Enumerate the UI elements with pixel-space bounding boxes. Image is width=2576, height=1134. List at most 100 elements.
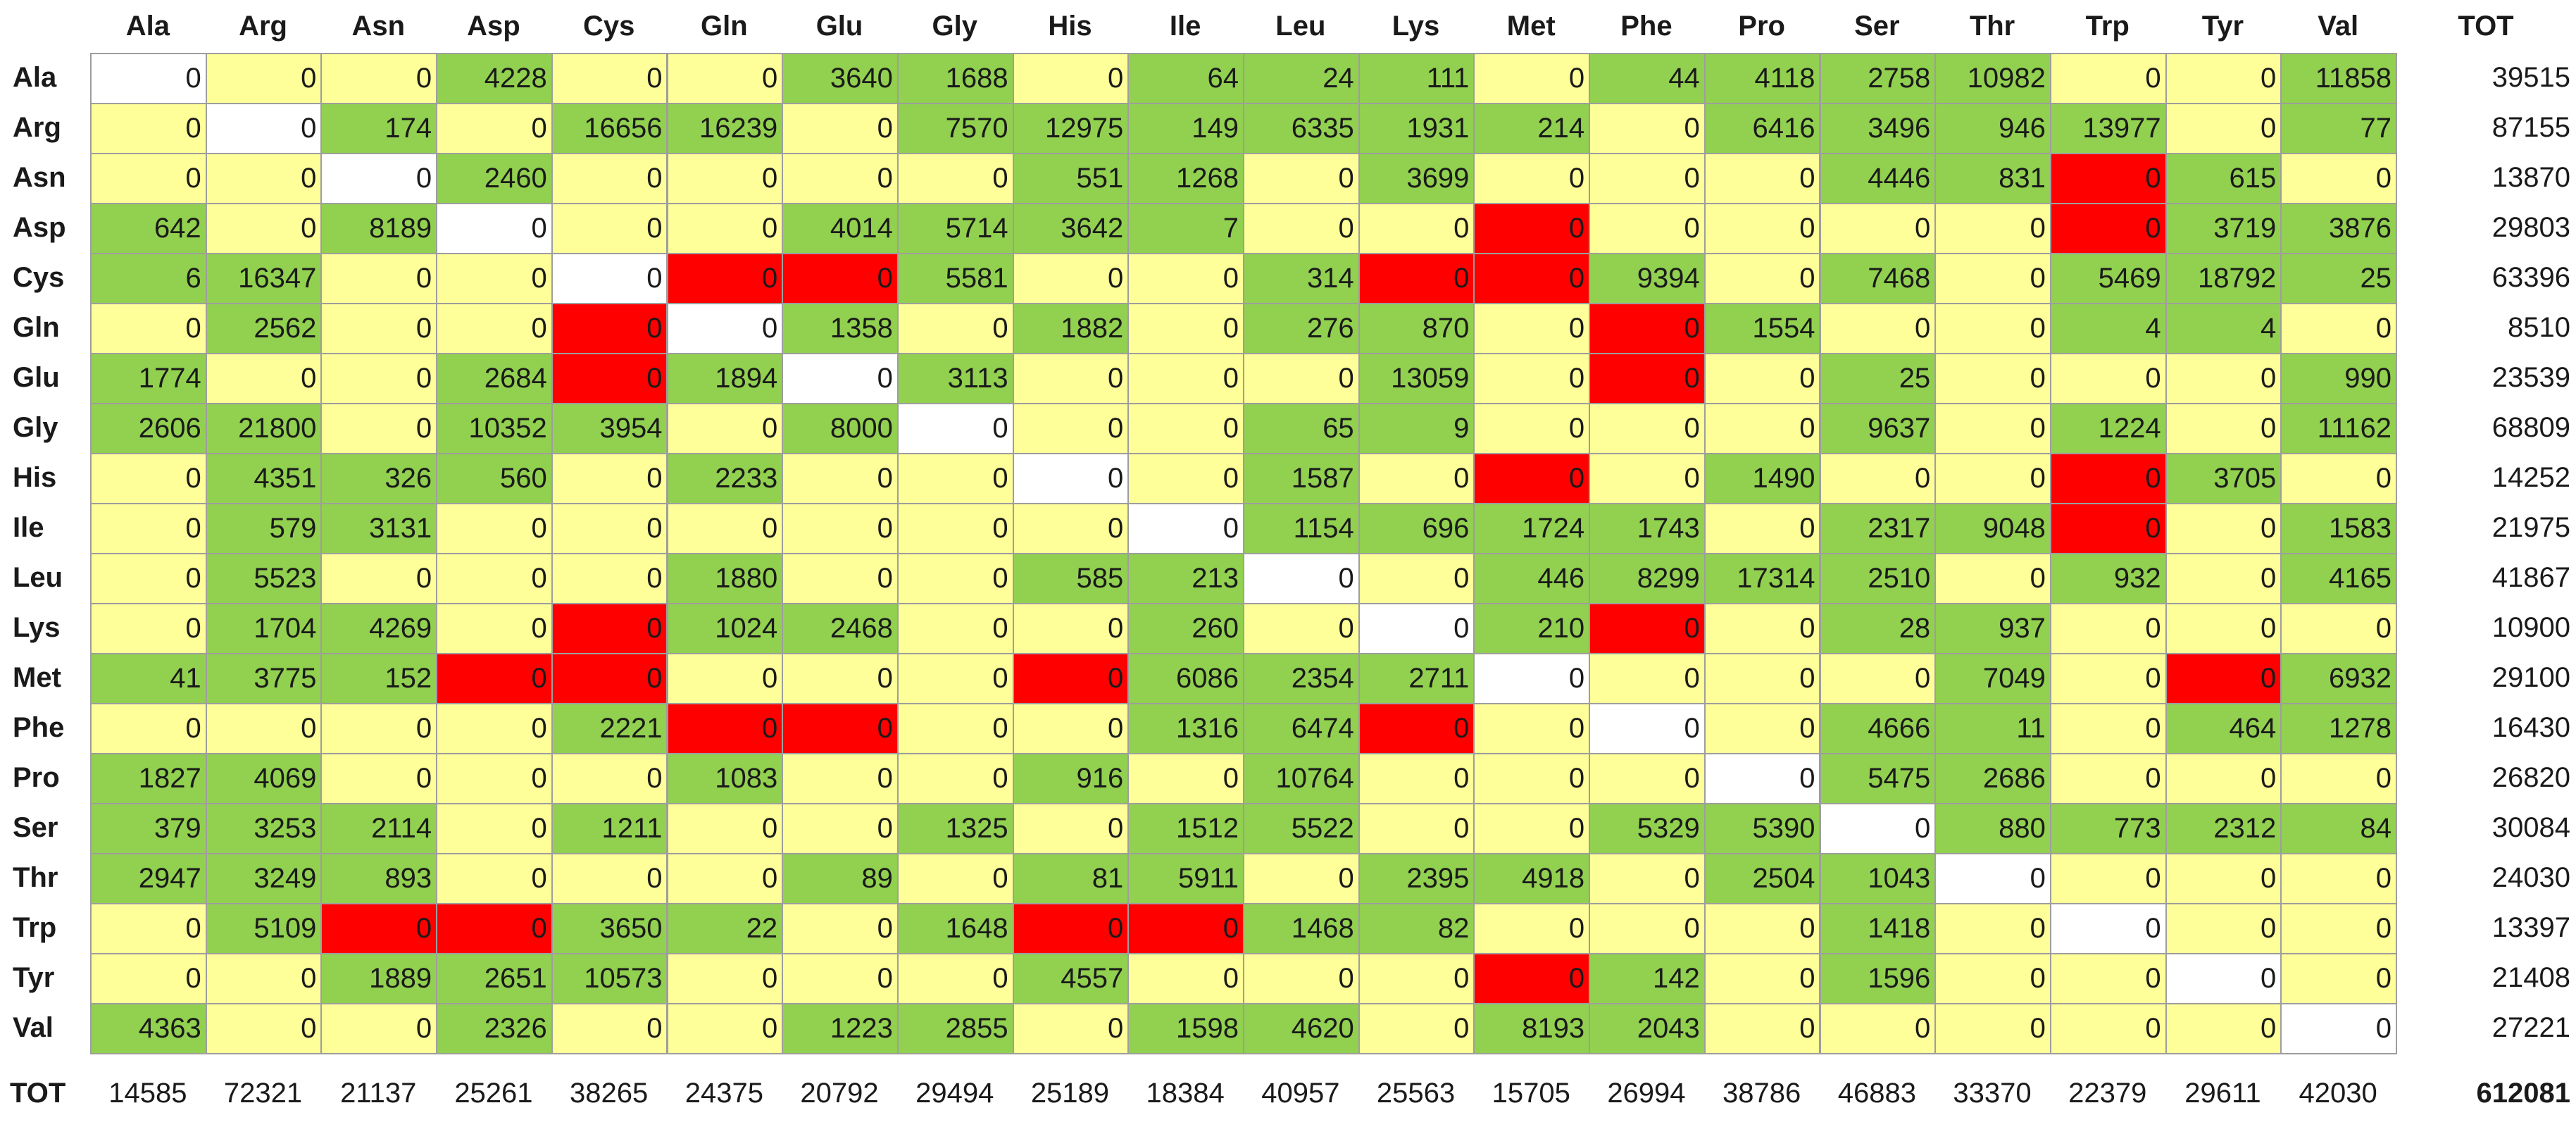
table-cell: 0 <box>1358 803 1475 854</box>
table-cell: 0 <box>1703 903 1821 954</box>
table-cell: 0 <box>1703 1003 1821 1054</box>
table-cell: 2651 <box>436 953 553 1004</box>
row-total: 26820 <box>2491 762 2570 793</box>
table-cell: 0 <box>1473 953 1591 1004</box>
table-cell: 0 <box>1127 403 1244 454</box>
table-cell: 0 <box>90 153 207 204</box>
table-cell: 0 <box>666 953 784 1004</box>
table-cell: 0 <box>1473 903 1591 954</box>
table-cell: 0 <box>896 753 1014 804</box>
table-cell: 24 <box>1243 53 1360 104</box>
table-cell: 0 <box>1934 203 2051 254</box>
table-cell: 0 <box>896 453 1014 504</box>
table-cell: 0 <box>896 503 1014 554</box>
table-cell: 0 <box>666 203 784 254</box>
table-cell: 1024 <box>666 603 784 654</box>
table-cell: 2221 <box>551 703 668 754</box>
table-cell: 0 <box>1243 603 1360 654</box>
table-cell: 0 <box>666 303 784 354</box>
table-cell: 990 <box>2280 353 2397 404</box>
table-cell: 0 <box>1012 53 1130 104</box>
table-cell: 0 <box>1358 1003 1475 1054</box>
table-cell: 2562 <box>205 303 323 354</box>
table-cell: 0 <box>551 153 668 204</box>
table-cell: 5475 <box>1819 753 1937 804</box>
table-cell: 4014 <box>782 203 899 254</box>
table-cell: 0 <box>1703 703 1821 754</box>
table-cell: 3699 <box>1358 153 1475 204</box>
table-cell: 0 <box>1934 253 2051 304</box>
row-header: Arg <box>13 112 61 143</box>
row-total: 14252 <box>2491 462 2570 493</box>
table-cell: 1880 <box>666 553 784 604</box>
table-cell: 0 <box>896 403 1014 454</box>
table-cell: 0 <box>1127 903 1244 954</box>
table-cell: 0 <box>1358 953 1475 1004</box>
table-cell: 1743 <box>1589 503 1706 554</box>
table-cell: 0 <box>320 303 438 354</box>
table-cell: 11 <box>1934 703 2051 754</box>
table-cell: 0 <box>205 703 323 754</box>
table-cell: 0 <box>90 603 207 654</box>
row-total: 24030 <box>2491 862 2570 893</box>
table-cell: 1043 <box>1819 853 1937 904</box>
table-cell: 65 <box>1243 403 1360 454</box>
table-cell: 0 <box>896 953 1014 1004</box>
table-cell: 6416 <box>1703 103 1821 154</box>
table-cell: 0 <box>1473 303 1591 354</box>
table-cell: 0 <box>782 103 899 154</box>
table-cell: 13059 <box>1358 353 1475 404</box>
table-cell: 0 <box>320 903 438 954</box>
table-cell: 916 <box>1012 753 1130 804</box>
table-cell: 0 <box>1819 653 1937 704</box>
table-cell: 0 <box>1703 753 1821 804</box>
table-cell: 0 <box>1589 603 1706 654</box>
table-cell: 0 <box>320 753 438 804</box>
table-cell: 0 <box>90 703 207 754</box>
table-cell: 4557 <box>1012 953 1130 1004</box>
table-cell: 17314 <box>1703 553 1821 604</box>
row-header: Ser <box>13 812 58 843</box>
table-cell: 0 <box>551 453 668 504</box>
table-cell: 0 <box>436 853 553 904</box>
table-cell: 0 <box>782 753 899 804</box>
table-cell: 946 <box>1934 103 2051 154</box>
table-cell: 0 <box>1819 303 1937 354</box>
table-cell: 0 <box>666 153 784 204</box>
table-cell: 579 <box>205 503 323 554</box>
table-cell: 0 <box>2049 203 2167 254</box>
table-cell: 41 <box>90 653 207 704</box>
table-cell: 0 <box>205 53 323 104</box>
table-cell: 0 <box>1703 603 1821 654</box>
table-cell: 0 <box>782 953 899 1004</box>
table-cell: 0 <box>1703 353 1821 404</box>
row-total: 13870 <box>2491 162 2570 193</box>
table-cell: 2758 <box>1819 53 1937 104</box>
table-cell: 0 <box>1243 203 1360 254</box>
table-cell: 0 <box>1703 403 1821 454</box>
table-cell: 0 <box>1589 153 1706 204</box>
table-cell: 5109 <box>205 903 323 954</box>
table-cell: 0 <box>90 103 207 154</box>
table-cell: 0 <box>1012 903 1130 954</box>
table-cell: 0 <box>1934 353 2051 404</box>
table-cell: 5911 <box>1127 853 1244 904</box>
table-cell: 0 <box>1243 153 1360 204</box>
table-cell: 6 <box>90 253 207 304</box>
table-cell: 870 <box>1358 303 1475 354</box>
table-cell: 0 <box>436 503 553 554</box>
table-cell: 82 <box>1358 903 1475 954</box>
table-cell: 0 <box>551 253 668 304</box>
table-cell: 2395 <box>1358 853 1475 904</box>
table-cell: 0 <box>1589 403 1706 454</box>
table-cell: 0 <box>666 703 784 754</box>
table-cell: 0 <box>2049 753 2167 804</box>
column-header: Lys <box>1392 11 1440 42</box>
table-cell: 379 <box>90 803 207 854</box>
table-cell: 773 <box>2049 803 2167 854</box>
row-header: Cys <box>13 262 65 293</box>
table-cell: 464 <box>2165 703 2282 754</box>
column-total: 20792 <box>800 1078 879 1109</box>
table-cell: 0 <box>1358 553 1475 604</box>
table-cell: 0 <box>782 353 899 404</box>
